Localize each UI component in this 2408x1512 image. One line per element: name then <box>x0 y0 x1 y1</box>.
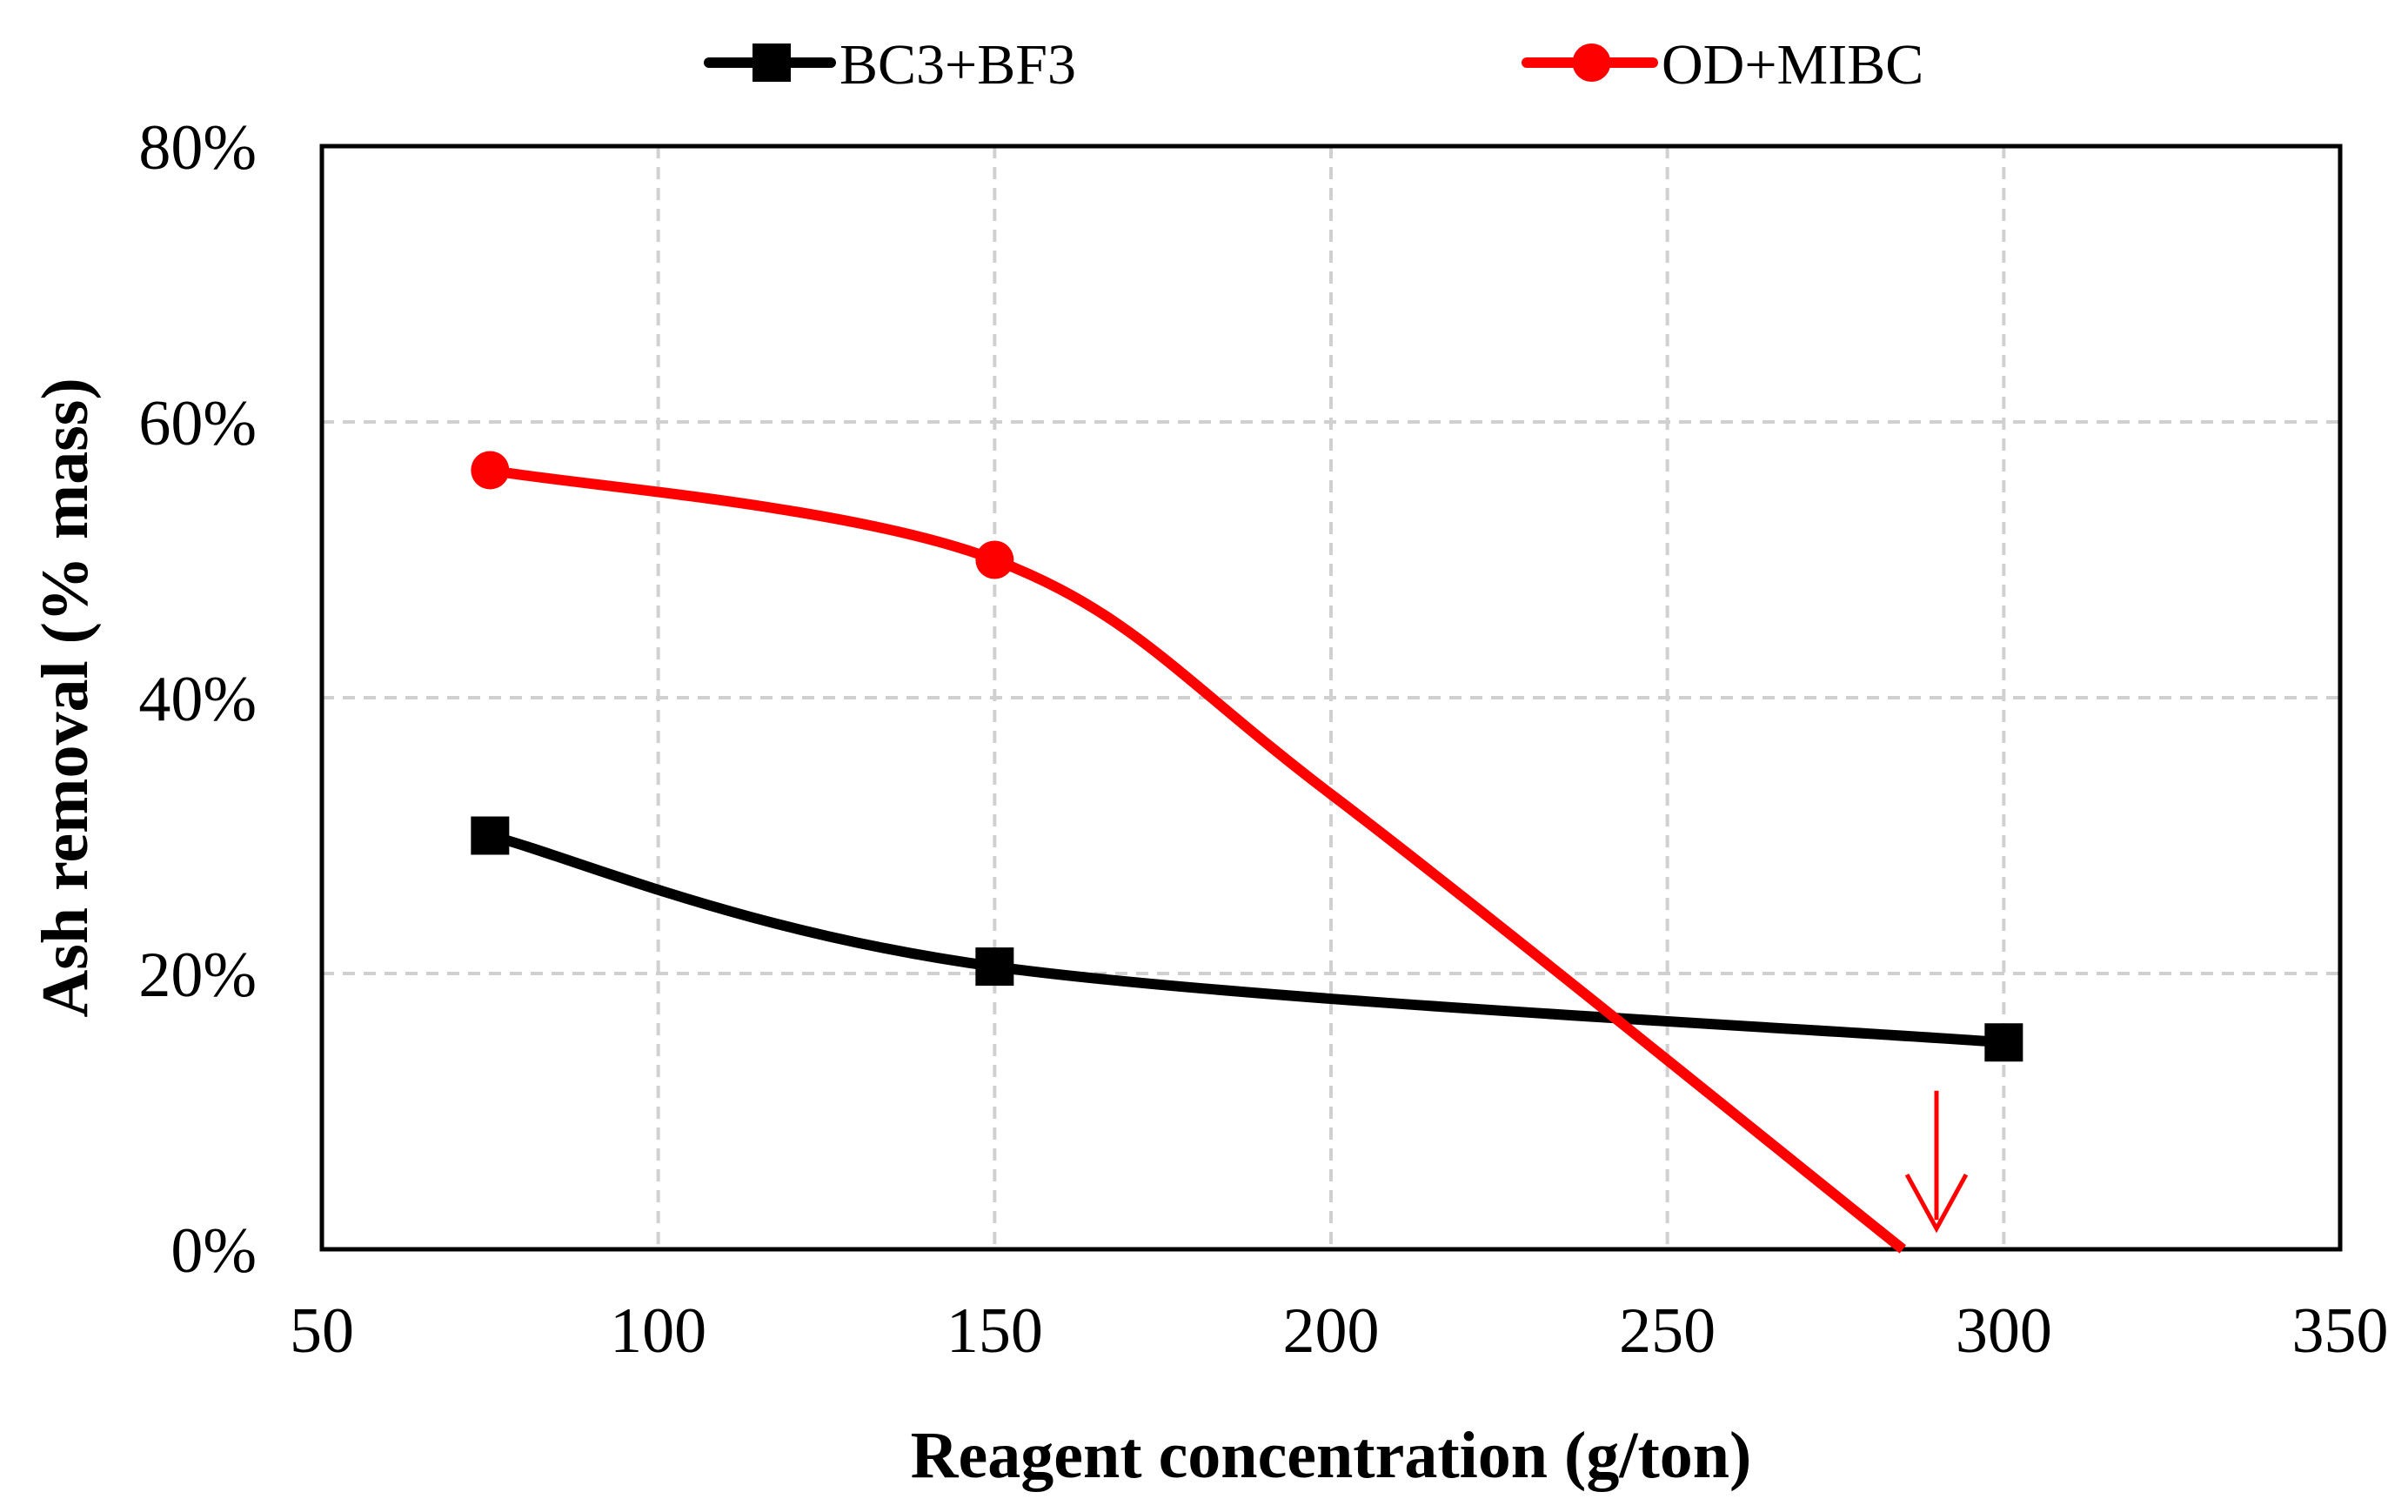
x-tick-label: 50 <box>290 1295 354 1367</box>
legend-marker <box>752 43 791 82</box>
annotation-layer <box>1904 1090 1969 1234</box>
y-axis-title: Ash removal (% mass) <box>29 378 102 1017</box>
data-point <box>471 451 510 490</box>
series-layer <box>471 451 2023 1254</box>
x-tick-label: 100 <box>610 1295 706 1367</box>
y-tick-label: 80% <box>138 112 257 184</box>
y-tick-label: 20% <box>138 940 257 1011</box>
plot-frame <box>319 144 2343 1252</box>
data-point <box>975 947 1014 987</box>
series-OD+MIBC <box>471 451 1907 1254</box>
legend-marker <box>1572 43 1611 82</box>
x-tick-label: 300 <box>1956 1295 2052 1367</box>
legend-label: BC3+BF3 <box>839 33 1076 97</box>
y-tick-label: 0% <box>171 1215 257 1287</box>
legend-item-1: BC3+BF3 <box>704 33 1076 97</box>
arrow-head <box>1904 1174 1969 1234</box>
data-point <box>975 540 1014 579</box>
legend-label: OD+MIBC <box>1662 33 1923 97</box>
tick-labels: 50 100 150 200 250 300 350 0% 20% 40% 60% 80% <box>138 112 2388 1367</box>
y-tick-label: 60% <box>138 388 257 459</box>
data-point <box>471 816 510 855</box>
x-tick-label: 250 <box>1619 1295 1716 1367</box>
legend: BC3+BF3 OD+MIBC <box>704 33 1923 97</box>
x-axis-title: Reagent concentration (g/ton) <box>911 1419 1752 1492</box>
series-line-2 <box>489 465 1907 1254</box>
legend-item-2: OD+MIBC <box>1522 33 1923 97</box>
y-tick-label: 40% <box>138 664 257 735</box>
series-BC3+BF3 <box>471 816 2023 1062</box>
x-tick-label: 350 <box>2292 1295 2389 1367</box>
series-line-1 <box>488 830 2004 1048</box>
x-tick-label: 200 <box>1283 1295 1380 1367</box>
x-tick-label: 150 <box>946 1295 1043 1367</box>
data-point <box>1984 1023 2023 1062</box>
